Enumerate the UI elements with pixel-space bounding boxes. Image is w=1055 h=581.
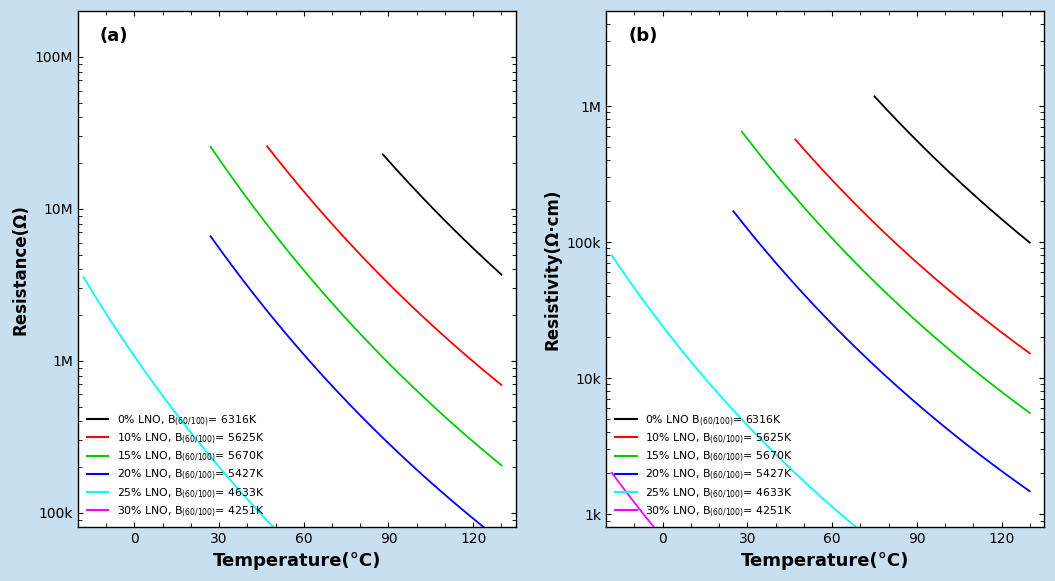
- X-axis label: Temperature(°C): Temperature(°C): [741, 552, 909, 570]
- Y-axis label: Resistance(Ω): Resistance(Ω): [12, 204, 30, 335]
- Legend: 0% LNO B$_{(60/100)}$= 6316K, 10% LNO, B$_{(60/100)}$= 5625K, 15% LNO, B$_{(60/1: 0% LNO B$_{(60/100)}$= 6316K, 10% LNO, B…: [612, 410, 795, 522]
- Text: (a): (a): [100, 27, 129, 45]
- Legend: 0% LNO, B$_{(60/100)}$= 6316K, 10% LNO, B$_{(60/100)}$= 5625K, 15% LNO, B$_{(60/: 0% LNO, B$_{(60/100)}$= 6316K, 10% LNO, …: [83, 410, 268, 522]
- X-axis label: Temperature(°C): Temperature(°C): [212, 552, 381, 570]
- Text: (b): (b): [628, 27, 657, 45]
- Y-axis label: Resistivity(Ω·cm): Resistivity(Ω·cm): [543, 189, 561, 350]
